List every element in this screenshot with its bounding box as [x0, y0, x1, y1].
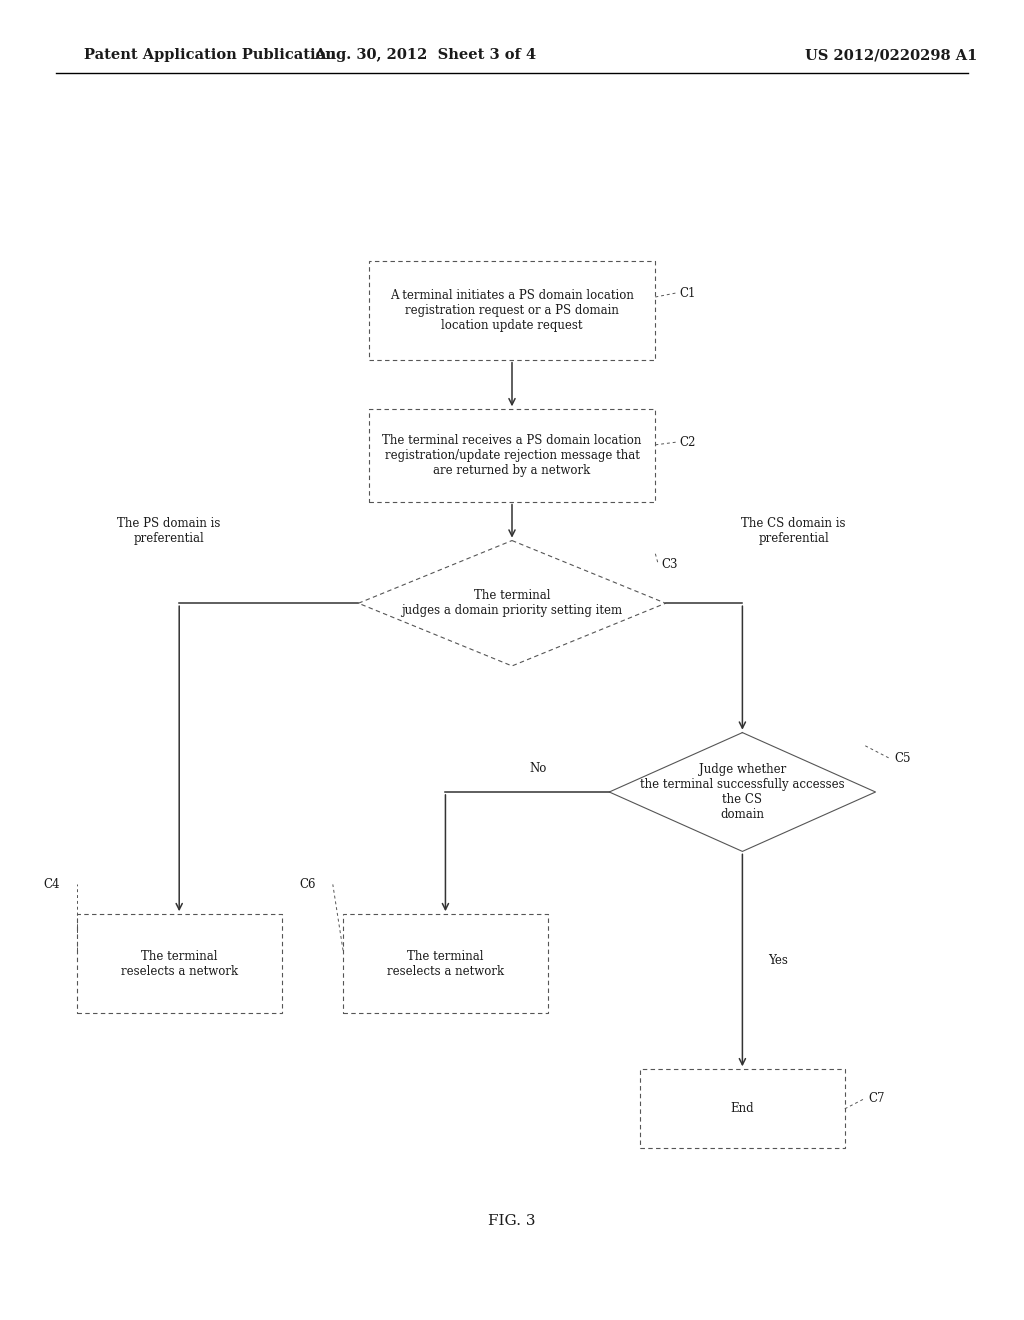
Text: FIG. 3: FIG. 3 — [488, 1214, 536, 1228]
Text: Judge whether
the terminal successfully accesses
the CS
domain: Judge whether the terminal successfully … — [640, 763, 845, 821]
Text: No: No — [529, 762, 546, 775]
Polygon shape — [358, 541, 666, 665]
Bar — [640, 1069, 845, 1148]
Text: US 2012/0220298 A1: US 2012/0220298 A1 — [805, 49, 977, 62]
Text: C3: C3 — [662, 558, 678, 572]
Text: Aug. 30, 2012  Sheet 3 of 4: Aug. 30, 2012 Sheet 3 of 4 — [314, 49, 536, 62]
Text: C7: C7 — [868, 1092, 885, 1105]
Text: C6: C6 — [299, 878, 315, 891]
Text: A terminal initiates a PS domain location
registration request or a PS domain
lo: A terminal initiates a PS domain locatio… — [390, 289, 634, 331]
Text: The terminal receives a PS domain location
registration/update rejection message: The terminal receives a PS domain locati… — [382, 434, 642, 477]
Text: The PS domain is
preferential: The PS domain is preferential — [118, 516, 220, 545]
Bar — [77, 913, 282, 1014]
Text: The terminal
reselects a network: The terminal reselects a network — [387, 949, 504, 978]
Text: C4: C4 — [43, 878, 59, 891]
Text: The terminal
reselects a network: The terminal reselects a network — [121, 949, 238, 978]
Text: C2: C2 — [679, 436, 695, 449]
Bar — [369, 261, 655, 359]
Text: C5: C5 — [894, 752, 910, 766]
Text: C1: C1 — [679, 286, 695, 300]
Text: Patent Application Publication: Patent Application Publication — [84, 49, 336, 62]
Text: End: End — [730, 1102, 755, 1115]
Text: The terminal
judges a domain priority setting item: The terminal judges a domain priority se… — [401, 589, 623, 618]
Polygon shape — [609, 733, 876, 851]
Text: The CS domain is
preferential: The CS domain is preferential — [741, 516, 846, 545]
Bar — [343, 913, 548, 1014]
Bar — [369, 409, 655, 502]
Text: Yes: Yes — [768, 954, 787, 966]
